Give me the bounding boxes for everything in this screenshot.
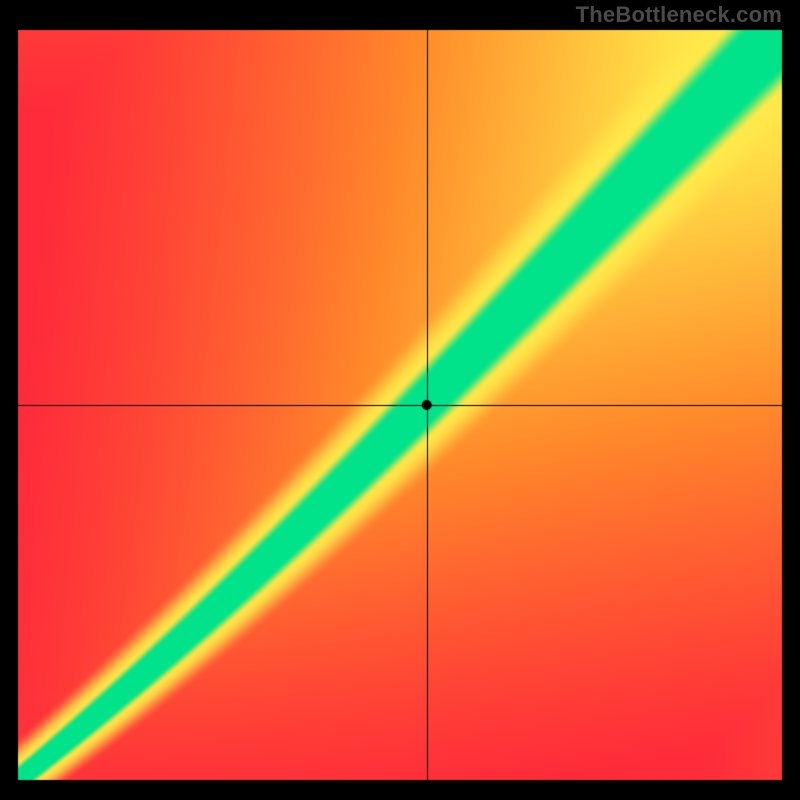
bottleneck-heatmap-canvas — [0, 0, 800, 800]
watermark-text: TheBottleneck.com — [576, 2, 782, 28]
chart-container: TheBottleneck.com — [0, 0, 800, 800]
